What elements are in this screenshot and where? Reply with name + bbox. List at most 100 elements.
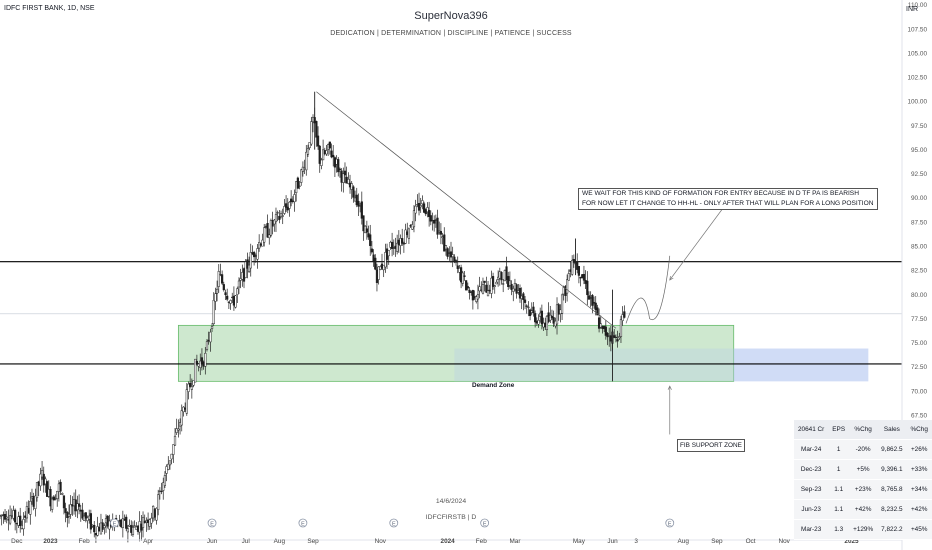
candle-body (77, 503, 81, 507)
candle-body (534, 313, 537, 323)
candle-body (274, 214, 278, 223)
candle-body (347, 178, 350, 184)
candle-body (187, 383, 190, 392)
candle-body (428, 210, 431, 217)
candle-body (365, 228, 368, 233)
candle-body (194, 358, 197, 383)
candle-body (500, 272, 503, 281)
candle-body (357, 200, 360, 207)
candle-body (300, 169, 303, 183)
time-tick-label: Mar (509, 538, 521, 545)
candle-body (318, 145, 321, 164)
candle-body (613, 335, 616, 338)
candle-body (215, 288, 219, 294)
fib-support-zone-label[interactable]: FIB SUPPORT ZONE (677, 439, 745, 452)
time-tick-label: Sep (307, 538, 319, 545)
candle-body (481, 284, 485, 294)
period-cell: Jun-23 (794, 499, 829, 520)
candle-body (618, 336, 621, 339)
time-tick-label: Aug (274, 538, 286, 545)
candle-body (180, 410, 183, 426)
candle-body (476, 294, 480, 300)
candle-body (550, 315, 554, 319)
candle-body (567, 273, 570, 281)
candle-body (263, 227, 266, 243)
candle-body (170, 453, 173, 460)
candle-body (131, 527, 135, 535)
time-tick-label: 3 (634, 538, 638, 545)
candle-body (523, 299, 527, 303)
candle-body (246, 259, 249, 269)
candle-body (566, 279, 569, 294)
candle-body (249, 252, 252, 269)
candle-body (189, 382, 192, 387)
table-row: Sep-23 1.1 +23% 8,765.8 +34% (794, 479, 932, 500)
demand-zone-label: Demand Zone (472, 382, 515, 389)
projection-path (625, 255, 671, 324)
price-tick-label: 92.50 (911, 171, 927, 178)
candle-body (414, 205, 417, 214)
earnings-event-glyph: E (301, 521, 305, 527)
candle-body (426, 207, 429, 213)
sales-cell: 7,822.2 (877, 519, 907, 540)
candle-body (387, 250, 390, 257)
candle-body (623, 311, 626, 318)
time-tick-label: Jul (242, 538, 250, 545)
time-tick-label: 2023 (43, 538, 58, 545)
candle-body (221, 274, 224, 284)
time-tick-label: Jun (207, 538, 218, 545)
candle-body (296, 177, 299, 189)
table-row: Mar-24 1 -20% 9,862.5 +26% (794, 439, 932, 460)
currency-label: INR (906, 6, 919, 13)
candle-body (205, 341, 209, 350)
candle-body (49, 489, 52, 507)
candle-body (69, 504, 72, 515)
entry-note-annotation[interactable]: WE WAIT FOR THIS KIND OF FORMATION FOR E… (578, 188, 878, 210)
time-tick-label: Dec (11, 538, 23, 545)
candle-body (155, 508, 158, 521)
candle-body (195, 361, 198, 365)
candle-body (103, 525, 106, 528)
earnings-event-glyph: E (392, 521, 396, 527)
candle-body (453, 256, 456, 263)
candle-body (163, 475, 167, 486)
candle-body (402, 243, 405, 245)
table-row: Mar-23 1.3 +129% 7,822.2 +45% (794, 519, 932, 540)
candle-body (67, 513, 71, 517)
candle-body (34, 495, 37, 509)
candle-body (510, 283, 513, 290)
candle-body (355, 194, 358, 206)
earnings-event-marker: E (665, 518, 675, 528)
candle-body (261, 239, 264, 247)
candle-body (214, 293, 217, 302)
price-tick-label: 77.50 (911, 316, 927, 323)
candle-body (342, 173, 345, 183)
price-tick-label: 67.50 (911, 412, 927, 419)
candle-body (369, 234, 372, 246)
time-tick-label: 2025 (844, 538, 859, 545)
candle-body (35, 482, 39, 499)
period-cell: Mar-24 (794, 439, 829, 460)
earnings-event-icon (298, 518, 308, 528)
candle-body (222, 284, 225, 291)
time-tick-label: Nov (779, 538, 791, 545)
price-tick-label: 82.50 (911, 268, 927, 275)
candle-body (253, 252, 256, 258)
candle-body (19, 515, 22, 527)
ticker-label[interactable]: IDFC FIRST BANK, 1D, NSE (4, 5, 95, 12)
candle-body (444, 245, 448, 250)
candle-body (315, 121, 318, 138)
sales-chg-cell: +26% (906, 439, 932, 460)
candle-body (29, 501, 32, 515)
candle-body (495, 281, 498, 285)
candle-body (190, 386, 193, 390)
candle-body (429, 215, 432, 222)
candle-body (293, 194, 296, 203)
candle-body (446, 248, 449, 257)
price-tick-label: 87.50 (911, 219, 927, 226)
candle-body (126, 528, 129, 533)
candle-body (515, 284, 518, 294)
eps-chg-cell: +129% (849, 519, 878, 540)
candle-body (576, 261, 579, 270)
